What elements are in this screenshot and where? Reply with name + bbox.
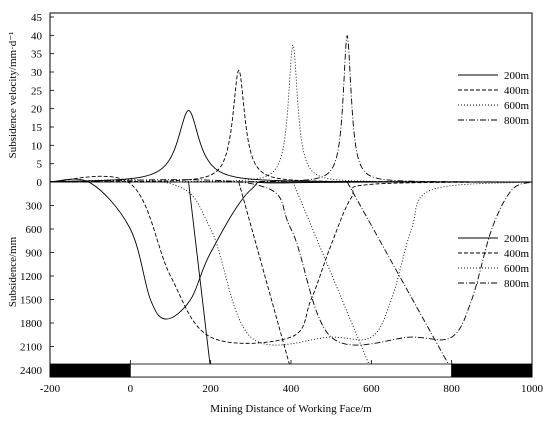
series-line-subsidence-400m [49,175,533,344]
strata-segment [129,363,453,378]
series-line-subsidence-600m [49,179,533,346]
y-tick-label-velocity: 40 [31,30,43,42]
velocity-legend-label: 200m [504,70,530,82]
y-tick-label-velocity: 15 [31,122,43,134]
y-tick-label-velocity: 30 [31,67,43,79]
guide-line-800m [346,181,453,371]
subsidence-legend-label: 600m [504,263,530,275]
y-axis-label-subsidence: Subsidence/mm [7,236,19,307]
y-axis-label-velocity: Subsidence velocity/mm·d⁻¹ [7,32,19,159]
y-tick-label-velocity: 5 [37,159,43,171]
y-tick-label-velocity: 45 [31,12,43,24]
y-tick-label-subsidence: 0 [37,177,43,189]
velocity-panel: 5 10 15 20 25 30 35 40 45 200m 400m 600m 800m [31,12,532,183]
series-line-subsidence-800m [49,179,533,346]
x-axis: -200 0 200 400 600 800 1000 [40,360,544,395]
x-tick-label: 400 [283,383,300,395]
y-tick-label-subsidence: 300 [26,201,43,213]
series-line-velocity-800m [50,35,532,183]
strata-segment [451,363,533,378]
x-tick-label: 1000 [521,383,544,395]
y-tick-label-velocity: 20 [31,104,43,116]
x-axis-label: Mining Distance of Working Face/m [210,403,372,415]
x-tick-label: 0 [128,383,134,395]
subsidence-legend-label: 200m [504,233,530,245]
guide-line-600m [292,181,372,371]
subsidence-panel: 0 300 600 900 1200 1500 1800 2100 2400 200m 400m 60… [20,175,533,377]
x-tick-label: 600 [363,383,380,395]
velocity-legend-label: 600m [504,100,530,112]
x-tick-label: -200 [40,383,61,395]
y-tick-label-velocity: 25 [31,85,43,97]
y-tick-label-subsidence: 2100 [20,342,43,354]
series-line-subsidence-200m [49,178,533,320]
y-tick-label-subsidence: 1500 [20,295,43,307]
subsidence-legend-label: 800m [504,278,530,290]
plot-frame [49,12,533,378]
y-tick-label-velocity: 10 [31,140,43,152]
series-line-velocity-200m [50,110,532,183]
y-tick-label-subsidence: 1800 [20,318,43,330]
series-line-velocity-400m [50,69,532,183]
guide-line-200m [188,181,212,371]
y-tick-label-subsidence: 1200 [20,271,43,283]
x-tick-label: 200 [202,383,219,395]
guide-line-400m [238,181,292,371]
velocity-legend-label: 400m [504,85,530,97]
series-line-velocity-600m [50,44,532,183]
y-tick-label-subsidence: 600 [26,224,43,236]
x-tick-label: 800 [443,383,460,395]
y-tick-label-velocity: 35 [31,49,43,61]
subsidence-legend-label: 400m [504,248,530,260]
y-tick-label-subsidence: 2400 [20,365,43,377]
strata-segment [49,363,131,378]
velocity-legend-label: 800m [504,115,530,127]
y-tick-label-subsidence: 900 [26,248,43,260]
